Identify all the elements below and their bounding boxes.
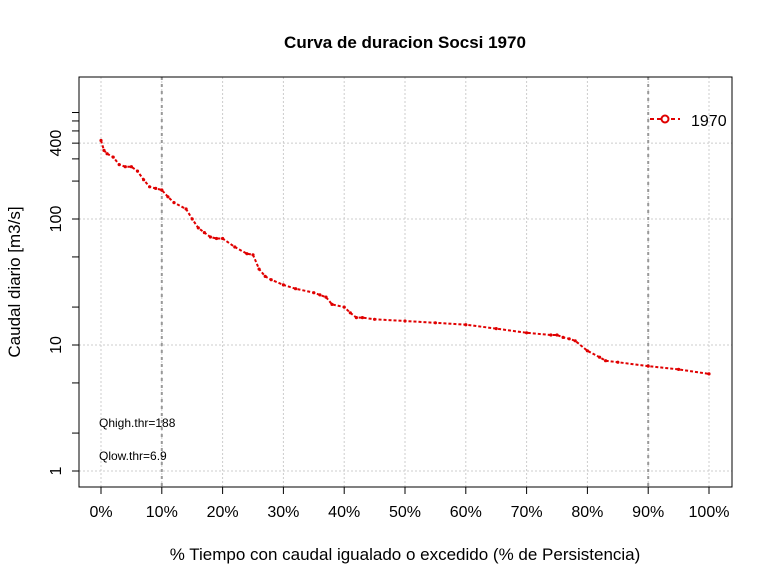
data-point (269, 278, 273, 282)
grid (79, 77, 732, 487)
data-point (573, 339, 577, 343)
y-axis: 1 10 100 400 (48, 112, 79, 475)
x-axis: 0% 10% 20% 30% 40% 50% 60% 70% 80% 90% 100% (89, 487, 729, 521)
data-point (348, 311, 352, 315)
x-axis-label: % Tiempo con caudal igualado o excedido … (170, 545, 641, 564)
data-point (677, 367, 681, 371)
data-point (172, 201, 176, 205)
data-point (208, 235, 212, 239)
data-point (342, 305, 346, 309)
x-tick-label: 10% (146, 504, 178, 521)
data-point (494, 327, 498, 331)
data-point (196, 226, 200, 230)
data-point (117, 163, 121, 167)
x-tick-label: 20% (207, 504, 239, 521)
legend: 1970 (650, 113, 727, 130)
data-point (324, 295, 328, 299)
data-point (160, 188, 164, 192)
x-tick-label: 50% (389, 504, 421, 521)
annotation-qhigh: Qhigh.thr=188 (99, 416, 176, 430)
data-point (549, 333, 553, 337)
data-point (135, 169, 140, 173)
data-point (403, 319, 407, 323)
y-tick-label: 1 (48, 466, 65, 475)
data-point (123, 165, 127, 169)
data-point (148, 185, 152, 189)
data-point (354, 316, 358, 320)
data-point (433, 321, 437, 325)
data-point (263, 274, 267, 278)
data-point (102, 148, 106, 152)
data-point (464, 323, 468, 327)
y-tick-label: 10 (48, 336, 65, 354)
data-point (202, 231, 206, 235)
data-point (707, 372, 711, 376)
y-axis-label: Caudal diario [m3/s] (5, 206, 24, 357)
data-point (251, 253, 255, 257)
data-point (525, 331, 529, 335)
data-point (105, 152, 109, 156)
x-tick-label: 0% (89, 504, 112, 521)
legend-entry: 1970 (691, 113, 727, 130)
data-point (294, 287, 298, 291)
data-point (129, 165, 133, 169)
x-tick-label: 80% (571, 504, 603, 521)
chart-title: Curva de duracion Socsi 1970 (284, 33, 526, 52)
x-tick-label: 90% (632, 504, 664, 521)
legend-marker (660, 114, 670, 124)
data-point (318, 293, 322, 297)
data-point (567, 337, 571, 341)
data-point (166, 195, 170, 199)
data-point (604, 359, 608, 363)
data-point (214, 236, 219, 241)
data-point (257, 267, 261, 271)
data-point (190, 217, 194, 221)
data-point (111, 155, 115, 159)
data-point (281, 283, 285, 287)
y-tick-label: 400 (48, 130, 65, 157)
data-point (360, 316, 364, 320)
data-point (585, 349, 590, 353)
data-point (233, 245, 237, 249)
x-tick-label: 30% (267, 504, 299, 521)
y-tick-label: 100 (48, 206, 65, 233)
data-point (555, 333, 559, 337)
data-point (184, 207, 188, 211)
series-1970 (99, 138, 711, 376)
data-point (99, 138, 103, 143)
data-point (312, 291, 316, 295)
data-point (154, 186, 158, 190)
x-tick-label: 40% (328, 504, 360, 521)
data-point (598, 355, 602, 359)
annotation-qlow: Qlow.thr=6.9 (99, 449, 167, 463)
data-point (646, 364, 650, 368)
x-tick-label: 60% (450, 504, 482, 521)
data-point (221, 236, 225, 241)
data-point (245, 252, 249, 256)
data-point (561, 335, 565, 339)
data-point (330, 302, 334, 306)
threshold-lines (160, 77, 650, 487)
x-tick-label: 100% (689, 504, 730, 521)
x-tick-label: 70% (511, 504, 543, 521)
data-point (142, 178, 146, 182)
data-point (616, 360, 620, 364)
data-point (373, 317, 377, 321)
